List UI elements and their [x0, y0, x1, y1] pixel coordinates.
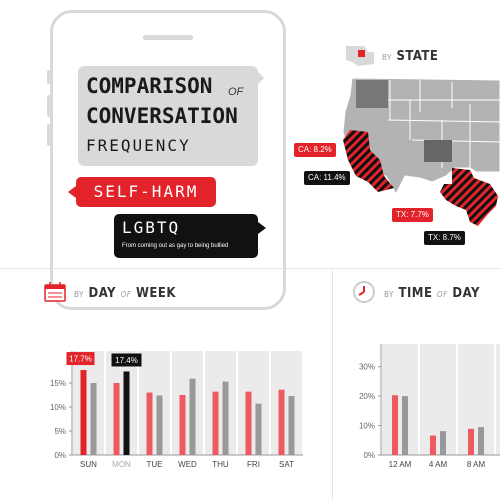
state-section-title: BY STATE — [382, 49, 438, 64]
by-label: BY — [384, 290, 394, 299]
day-of-week-chart: 0% 5% 10% 15% SUN MON TUE WED THU FRI SAT 17.7% 17.4… — [50, 351, 303, 469]
title-of: OF — [228, 86, 244, 98]
ca-selfharm-tag: CA: 8.2% — [294, 143, 336, 157]
x-tick-label: 4 AM — [429, 460, 448, 469]
x-tick-label: TUE — [147, 460, 163, 469]
category-panel — [172, 351, 203, 455]
bar-selfharm — [146, 392, 153, 455]
time-section-title: BY TIME OF DAY — [384, 286, 480, 301]
category-panel — [106, 351, 137, 455]
callout-lgbtq — [111, 353, 142, 367]
time-of-day-chart: 0% 10% 20% 30% 12 AM 4 AM 8 AM — [359, 344, 500, 469]
state-map-icon — [346, 46, 374, 66]
phone-side-button — [47, 95, 51, 117]
bar-lgbtq — [288, 395, 295, 455]
lgbtq-subtitle: From coming out as gay to being bullied — [122, 243, 229, 249]
category-panel — [238, 351, 269, 455]
section-divider — [332, 268, 333, 500]
week-section-title: BY DAY OF WEEK — [74, 286, 176, 301]
bar-lgbtq — [90, 383, 97, 455]
phone-speaker — [143, 35, 193, 40]
bubble-tail — [258, 222, 266, 234]
title-line-1: COMPARISON — [86, 74, 213, 98]
callout-selfharm — [66, 352, 95, 366]
lgbtq-bubble: LGBTQ From coming out as gay to being bu… — [114, 214, 258, 258]
callout-selfharm-label: 17.7% — [69, 355, 92, 364]
bar-lgbtq — [478, 427, 484, 455]
bar-selfharm — [468, 428, 474, 455]
of-label: OF — [437, 290, 448, 299]
x-tick-label: 12 AM — [389, 460, 412, 469]
bar-lgbtq — [222, 381, 229, 455]
bar-selfharm — [80, 370, 87, 455]
y-tick-label: 10% — [359, 422, 375, 431]
x-tick-label: SAT — [279, 460, 294, 469]
x-tick-label: WED — [178, 460, 197, 469]
category-panel — [73, 351, 104, 455]
title-line-2: CONVERSATION — [86, 104, 238, 128]
y-tick-label: 15% — [50, 379, 66, 388]
callout-lgbtq-label: 17.4% — [115, 356, 138, 365]
x-tick-label: SUN — [80, 460, 97, 469]
category-panel — [382, 344, 418, 455]
x-tick-label: THU — [212, 460, 229, 469]
y-tick-label: 20% — [359, 392, 375, 401]
bar-selfharm — [212, 391, 219, 455]
title-word: TIME — [398, 286, 433, 301]
category-panel — [271, 351, 302, 455]
y-tick-label: 0% — [363, 451, 375, 460]
y-tick-label: 5% — [54, 427, 66, 436]
title-word: DAY — [452, 286, 480, 301]
title-word: DAY — [88, 286, 116, 301]
state-title-word: STATE — [396, 49, 439, 64]
title-word: WEEK — [135, 286, 176, 301]
category-panel — [496, 344, 500, 455]
by-label: BY — [382, 53, 392, 62]
by-label: BY — [74, 290, 84, 299]
of-label: OF — [120, 290, 132, 299]
bar-selfharm — [392, 395, 398, 455]
category-panel — [139, 351, 170, 455]
lgbtq-label: LGBTQ — [122, 218, 181, 237]
tx-selfharm-tag: TX: 7.7% — [392, 208, 433, 222]
bar-lgbtq — [402, 396, 408, 455]
clock-icon — [353, 281, 375, 303]
phone-side-button — [47, 70, 51, 84]
bubble-tail — [68, 186, 76, 198]
title-bubble: COMPARISON OF CONVERSATION FREQUENCY — [78, 66, 258, 166]
category-panel — [205, 351, 236, 455]
tx-lgbtq-tag: TX: 8.7% — [424, 231, 465, 245]
bar-lgbtq — [189, 378, 196, 455]
bar-lgbtq — [156, 395, 163, 455]
calendar-icon — [44, 282, 66, 302]
x-tick-label: FRI — [247, 460, 260, 469]
bar-lgbtq — [123, 371, 130, 455]
bar-selfharm — [430, 435, 436, 455]
bar-selfharm — [278, 389, 285, 455]
x-tick-label: MON — [112, 460, 131, 469]
phone-side-button — [47, 124, 51, 146]
bar-lgbtq — [440, 431, 446, 455]
ca-lgbtq-tag: CA: 11.4% — [304, 171, 350, 185]
y-tick-label: 30% — [359, 363, 375, 372]
section-divider — [0, 268, 500, 269]
bar-selfharm — [245, 391, 252, 455]
bar-lgbtq — [255, 403, 262, 455]
category-panel — [420, 344, 456, 455]
us-map — [342, 77, 500, 226]
category-panel — [458, 344, 494, 455]
bar-selfharm — [113, 383, 120, 455]
x-tick-label: 8 AM — [467, 460, 486, 469]
texas-state — [440, 168, 498, 226]
title-line-3: FREQUENCY — [86, 136, 191, 155]
y-tick-label: 0% — [54, 451, 66, 460]
bubble-tail — [256, 70, 264, 86]
bar-selfharm — [179, 395, 186, 455]
selfharm-label: SELF-HARM — [76, 177, 216, 207]
california-state — [343, 130, 394, 192]
y-tick-label: 10% — [50, 403, 66, 412]
